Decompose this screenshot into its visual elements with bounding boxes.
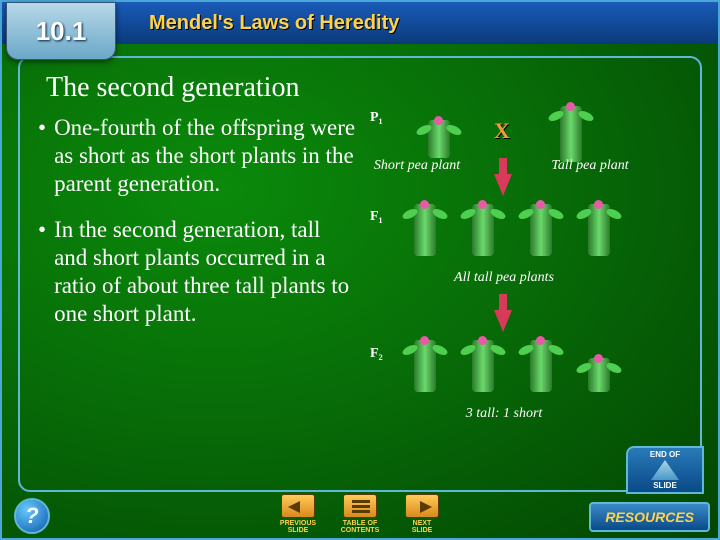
bullet-list: • One-fourth of the offspring were as sh…: [38, 114, 358, 346]
flower-icon: [536, 200, 545, 209]
end-badge-line2: SLIDE: [653, 481, 677, 490]
previous-icon: [281, 494, 315, 518]
nav-label: CONTENTS: [341, 527, 380, 534]
short-plant-icon: [428, 120, 450, 158]
flower-icon: [536, 336, 545, 345]
tall-plant-label: Tall pea plant: [520, 158, 660, 174]
f1-label: F₁: [370, 209, 383, 225]
end-of-slide-badge[interactable]: END OF SLIDE: [626, 446, 704, 494]
footer-bar: ? PREVIOUS SLIDE TABLE OF CONTENTS NEXT …: [2, 494, 718, 538]
bullet-text: In the second generation, tall and short…: [54, 216, 358, 328]
end-badge-line1: END OF: [650, 450, 680, 459]
nav-label: SLIDE: [288, 527, 309, 534]
nav-label: NEXT: [413, 520, 432, 527]
flower-icon: [478, 336, 487, 345]
flower-icon: [420, 336, 429, 345]
slide: Mendel's Laws of Heredity 10.1 The secon…: [0, 0, 720, 540]
f2-caption: 3 tall: 1 short: [424, 406, 584, 422]
flower-icon: [420, 200, 429, 209]
tall-plant-icon: [414, 340, 436, 392]
f1-caption: All tall pea plants: [424, 270, 584, 286]
resources-button[interactable]: RESOURCES: [589, 502, 710, 532]
table-of-contents-button[interactable]: TABLE OF CONTENTS: [332, 494, 388, 534]
tall-plant-icon: [414, 204, 436, 256]
short-plant-icon: [588, 358, 610, 392]
genetics-diagram: P₁ X Short pea plant Tall pea plant F₁ A…: [364, 114, 682, 346]
body-row: • One-fourth of the offspring were as sh…: [38, 114, 682, 346]
bullet-text: One-fourth of the offspring were as shor…: [54, 114, 358, 198]
nav-label: PREVIOUS: [280, 520, 316, 527]
arrow-down-icon: [494, 310, 512, 332]
tall-plant-icon: [530, 340, 552, 392]
sailboat-icon: [651, 460, 679, 480]
flower-icon: [594, 354, 603, 363]
content-frame: The second generation • One-fourth of th…: [18, 56, 702, 492]
bullet-item: • In the second generation, tall and sho…: [38, 216, 358, 328]
toc-icon: [343, 494, 377, 518]
tall-plant-icon: [472, 204, 494, 256]
tall-plant-icon: [530, 204, 552, 256]
flower-icon: [434, 116, 443, 125]
f2-label: F₂: [370, 346, 383, 362]
slide-title: The second generation: [46, 72, 682, 104]
tall-plant-icon: [588, 204, 610, 256]
bullet-dot-icon: •: [38, 216, 46, 328]
bullet-dot-icon: •: [38, 114, 46, 198]
nav-label: TABLE OF: [343, 520, 377, 527]
section-number-badge: 10.1: [6, 2, 116, 60]
next-icon: [405, 494, 439, 518]
flower-icon: [594, 200, 603, 209]
help-button[interactable]: ?: [14, 498, 50, 534]
nav-label: SLIDE: [412, 527, 433, 534]
tall-plant-icon: [472, 340, 494, 392]
arrow-down-icon: [494, 174, 512, 196]
previous-slide-button[interactable]: PREVIOUS SLIDE: [270, 494, 326, 534]
flower-icon: [566, 102, 575, 111]
bullet-item: • One-fourth of the offspring were as sh…: [38, 114, 358, 198]
nav-group: PREVIOUS SLIDE TABLE OF CONTENTS NEXT SL…: [270, 494, 450, 534]
chapter-title: Mendel's Laws of Heredity: [149, 12, 399, 35]
p1-label: P₁: [370, 110, 383, 126]
short-plant-label: Short pea plant: [342, 158, 492, 174]
flower-icon: [478, 200, 487, 209]
tall-plant-icon: [560, 106, 582, 162]
next-slide-button[interactable]: NEXT SLIDE: [394, 494, 450, 534]
cross-icon: X: [494, 118, 510, 144]
